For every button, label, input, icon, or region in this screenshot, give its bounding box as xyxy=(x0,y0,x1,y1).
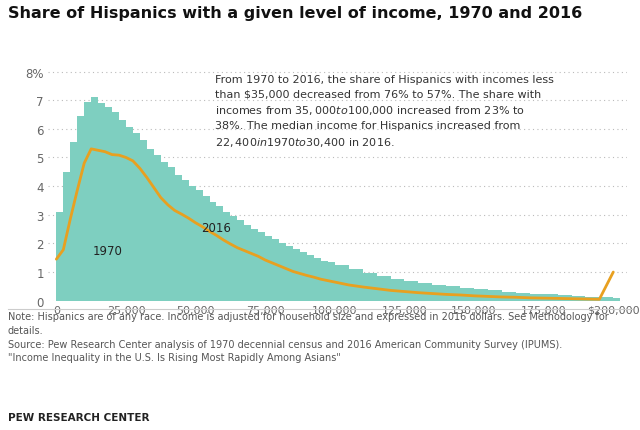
Bar xyxy=(133,134,140,301)
Bar xyxy=(84,102,91,301)
Bar xyxy=(613,298,620,301)
Bar xyxy=(300,252,307,301)
Bar xyxy=(419,283,432,301)
Bar xyxy=(404,282,419,301)
Bar xyxy=(112,112,119,301)
Bar xyxy=(237,221,244,301)
Bar xyxy=(488,291,502,301)
Bar xyxy=(140,141,147,301)
Text: From 1970 to 2016, the share of Hispanics with incomes less
than $35,000 decreas: From 1970 to 2016, the share of Hispanic… xyxy=(215,75,554,149)
Bar xyxy=(168,168,175,301)
Text: 2016: 2016 xyxy=(201,222,231,235)
Text: 1970: 1970 xyxy=(93,245,122,258)
Bar xyxy=(293,249,300,301)
Bar xyxy=(376,277,390,301)
Bar xyxy=(599,298,613,301)
Bar xyxy=(530,294,543,301)
Bar xyxy=(98,104,105,301)
Bar xyxy=(105,108,112,301)
Bar xyxy=(216,207,223,301)
Bar xyxy=(586,297,599,301)
Bar xyxy=(202,197,209,301)
Bar xyxy=(91,98,98,301)
Bar xyxy=(63,172,70,301)
Bar xyxy=(154,155,161,301)
Bar xyxy=(182,181,189,301)
Bar xyxy=(258,232,265,301)
Text: Share of Hispanics with a given level of income, 1970 and 2016: Share of Hispanics with a given level of… xyxy=(8,6,582,22)
Text: Note: Hispanics are of any race. Income is adjusted for household size and expre: Note: Hispanics are of any race. Income … xyxy=(8,312,609,362)
Bar xyxy=(321,261,328,301)
Bar xyxy=(223,212,230,301)
Bar xyxy=(189,187,196,301)
Bar xyxy=(460,288,474,301)
Bar xyxy=(175,175,182,301)
Bar xyxy=(432,285,446,301)
Bar xyxy=(328,262,335,301)
Bar xyxy=(252,230,258,301)
Bar xyxy=(77,117,84,301)
Bar xyxy=(572,296,586,301)
Bar xyxy=(272,240,279,301)
Bar xyxy=(147,150,154,301)
Bar xyxy=(286,247,293,301)
Bar xyxy=(363,274,376,301)
Bar xyxy=(314,258,321,301)
Bar xyxy=(307,255,314,301)
Bar xyxy=(390,280,404,301)
Bar xyxy=(209,203,216,301)
Bar xyxy=(161,163,168,301)
Bar xyxy=(70,142,77,301)
Bar xyxy=(126,128,133,301)
Bar xyxy=(279,244,286,301)
Text: PEW RESEARCH CENTER: PEW RESEARCH CENTER xyxy=(8,412,149,422)
Bar xyxy=(335,265,349,301)
Bar xyxy=(56,212,63,301)
Bar xyxy=(119,121,126,301)
Bar xyxy=(196,191,202,301)
Bar xyxy=(446,287,460,301)
Bar xyxy=(502,292,516,301)
Bar xyxy=(543,295,557,301)
Bar xyxy=(244,225,252,301)
Bar xyxy=(474,289,488,301)
Bar xyxy=(349,270,363,301)
Bar xyxy=(230,217,237,301)
Bar xyxy=(516,293,530,301)
Bar xyxy=(557,295,572,301)
Bar xyxy=(265,237,272,301)
